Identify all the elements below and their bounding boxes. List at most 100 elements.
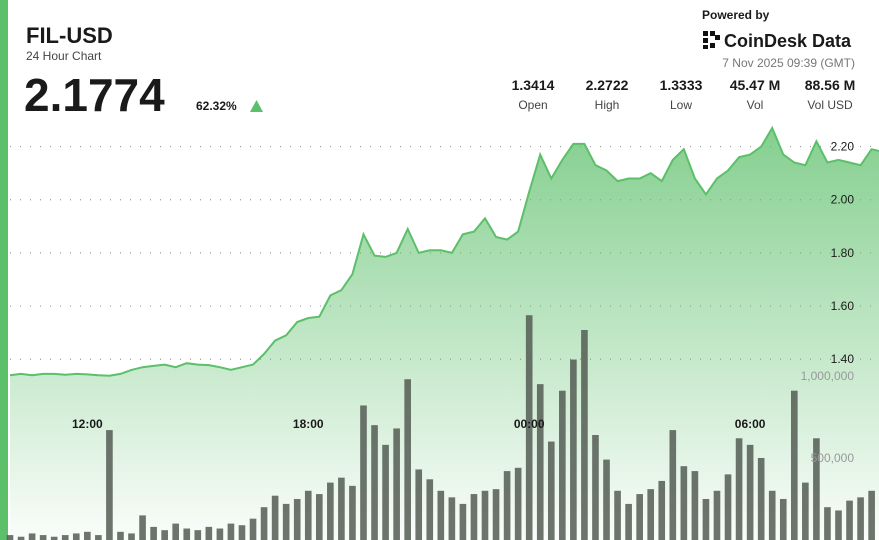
volume-bar: [282, 503, 290, 540]
volume-bar: [492, 489, 500, 540]
plot-area: 1.40 1.60 1.80 2.00 2.20 500,000 1,000,000 12:0…: [6, 125, 879, 540]
volume-bar: [238, 525, 246, 540]
brand: CoinDesk Data: [724, 31, 852, 51]
volume-bar: [6, 535, 14, 540]
volume-bar: [150, 526, 157, 540]
volume-bar: [824, 507, 831, 540]
y-tick-label: 1.40: [831, 352, 855, 366]
stat-label: High: [595, 98, 620, 112]
volume-bar: [625, 503, 632, 540]
volume-bar: [216, 528, 224, 540]
volume-bar: [802, 482, 809, 540]
price-area: [10, 128, 879, 540]
brand-logo: [703, 31, 720, 49]
stat-label: Vol: [747, 98, 764, 112]
volume-bar: [315, 494, 323, 540]
volume-bar: [349, 485, 356, 540]
price-line: [9, 125, 879, 377]
volume-bar: [713, 490, 721, 540]
volume-bar: [603, 459, 610, 540]
volume-bar: [536, 384, 544, 540]
y-tick-label: 1.80: [831, 246, 855, 260]
volume-bar: [304, 490, 312, 540]
volume-bar: [470, 494, 478, 540]
volume-bar: [514, 467, 522, 540]
stat-label: Open: [518, 98, 547, 112]
y-tick-label: 1.60: [831, 299, 855, 313]
volume-bar: [327, 482, 334, 540]
volume-bar: [813, 438, 820, 540]
volume-bar: [84, 531, 91, 540]
volume-bar: [183, 528, 191, 540]
volume-bar: [868, 490, 875, 540]
volume-bar: [614, 490, 621, 540]
x-tick-label: 18:00: [293, 417, 324, 431]
volume-bar: [724, 474, 732, 540]
y2-tick-label: 1,000,000: [801, 369, 855, 383]
x-tick-label: 12:00: [72, 417, 103, 431]
volume-bar: [249, 518, 257, 540]
volume-bar: [72, 533, 80, 540]
volume-bar: [757, 457, 765, 540]
volume-bar: [106, 430, 113, 540]
volume-bar: [393, 428, 400, 540]
volume-bar: [680, 466, 688, 540]
volume-bar: [39, 535, 47, 540]
accent-strip: [0, 0, 8, 540]
volume-bar: [426, 479, 434, 540]
volume-bar: [547, 441, 555, 540]
volume-bar: [205, 526, 213, 540]
volume-bar: [172, 523, 180, 540]
volume-bar: [382, 444, 389, 540]
volume-bar: [360, 405, 367, 540]
volume-bar: [17, 536, 25, 540]
volume-bar: [194, 530, 202, 540]
volume-bar: [746, 444, 754, 540]
stat-label: Low: [670, 98, 692, 112]
volume-bar: [260, 507, 268, 540]
timestamp: 7 Nov 2025 09:39 (GMT): [722, 56, 855, 70]
volume-bar: [857, 497, 864, 540]
volume-bar: [227, 523, 235, 540]
x-tick-label: 06:00: [735, 417, 766, 431]
symbol: FIL-USD: [26, 23, 113, 48]
volume-bar: [570, 359, 577, 540]
volume-bar: [581, 330, 588, 540]
volume-bar: [448, 497, 456, 540]
stat-value: 1.3414: [512, 77, 555, 93]
stat-value: 45.47 M: [730, 77, 781, 93]
volume-bar: [779, 498, 787, 540]
x-tick-label: 00:00: [514, 417, 545, 431]
stat-value: 2.2722: [586, 77, 629, 93]
volume-bar: [271, 495, 279, 540]
volume-bar: [95, 535, 102, 540]
volume-bar: [61, 535, 69, 540]
y-tick-label: 2.20: [831, 140, 855, 154]
volume-bar: [636, 494, 643, 540]
stat-value: 88.56 M: [805, 77, 856, 93]
volume-bar: [50, 536, 58, 540]
volume-bar: [669, 430, 677, 540]
stats: 1.3414 Open 2.2722 High 1.3333 Low 45.47 M Vol 8…: [512, 77, 856, 112]
volume-bar: [459, 503, 467, 540]
y-tick-label: 2.00: [831, 193, 855, 207]
powered-by: Powered by: [702, 8, 770, 22]
y2-tick-label: 500,000: [811, 451, 855, 465]
volume-bar: [846, 500, 853, 540]
volume-bar: [592, 435, 599, 540]
volume-bar: [481, 490, 489, 540]
stat-value: 1.3333: [660, 77, 703, 93]
volume-bar: [28, 533, 36, 540]
volume-bar: [161, 530, 168, 540]
volume-bar: [293, 498, 301, 540]
volume-bar: [790, 390, 798, 540]
volume-bar: [437, 490, 445, 540]
volume-bar: [128, 533, 135, 540]
up-arrow: [250, 100, 263, 112]
volume-bar: [415, 469, 423, 540]
volume-bar: [338, 477, 345, 540]
volume-bar: [702, 498, 710, 540]
change: 62.32%: [196, 99, 237, 113]
volume-bar: [559, 390, 566, 540]
volume-bar: [658, 480, 666, 540]
